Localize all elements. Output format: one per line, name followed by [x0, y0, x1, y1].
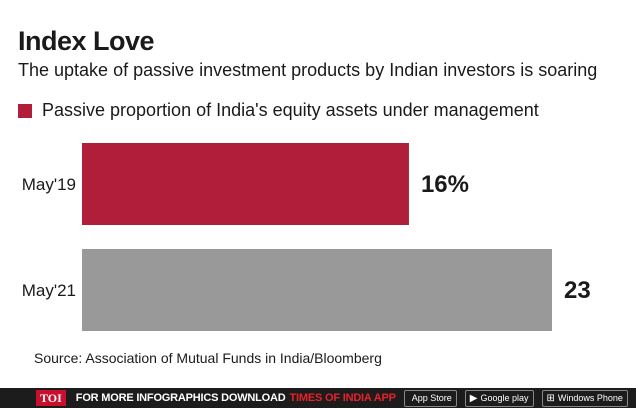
footer-banner: TOI FOR MORE INFOGRAPHICS DOWNLOAD TIMES … [0, 388, 636, 408]
chart-subtitle: The uptake of passive investment product… [18, 60, 598, 80]
footer-promo-label: FOR MORE INFOGRAPHICS DOWNLOAD [75, 392, 286, 404]
windows-icon: ⊞ [546, 392, 555, 404]
bar-0 [82, 143, 409, 225]
category-label-0: May'19 [22, 175, 76, 194]
legend-swatch [18, 103, 32, 118]
value-label-1: 23 [564, 277, 591, 304]
footer-promo-text: FOR MORE INFOGRAPHICS DOWNLOAD TIMES OF I… [76, 392, 396, 404]
legend-label: Passive proportion of India's equity ass… [42, 100, 539, 120]
google-play-icon: ▶ [469, 392, 478, 404]
google-play-badge[interactable]: ▶ Google play [464, 389, 534, 407]
windows-phone-label: Windows Phone [557, 393, 623, 403]
footer-app-name: TIMES OF INDIA APP [289, 392, 396, 404]
legend: Passive proportion of India's equity ass… [18, 100, 539, 121]
bar-chart: May'19 16% May'21 23 [22, 143, 591, 331]
chart-title: Index Love [18, 26, 155, 56]
bar-1 [82, 249, 552, 331]
toi-logo: TOI [36, 390, 66, 406]
app-store-badge[interactable]: App Store [403, 389, 457, 407]
category-label-1: May'21 [22, 281, 76, 300]
source-note: Source: Association of Mutual Funds in I… [34, 350, 382, 366]
google-play-label: Google play [480, 393, 529, 403]
windows-phone-badge[interactable]: ⊞ Windows Phone [541, 389, 628, 407]
value-label-0: 16% [421, 171, 469, 198]
app-store-label: App Store [411, 393, 452, 403]
